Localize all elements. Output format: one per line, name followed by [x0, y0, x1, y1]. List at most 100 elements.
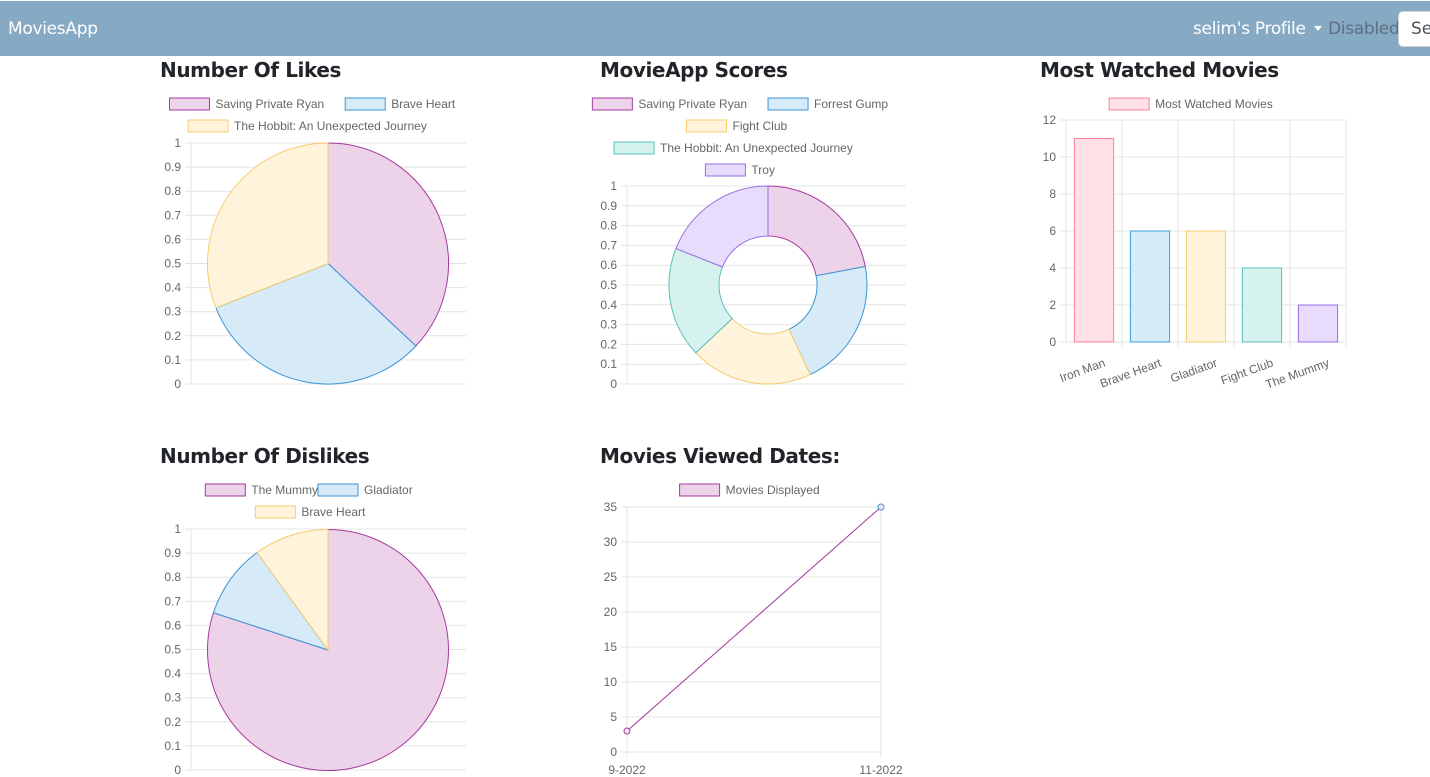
y-tick-label: 25 — [604, 570, 618, 584]
legend-item: Most Watched Movies — [1108, 97, 1273, 111]
y-tick-label: 0.4 — [164, 281, 181, 295]
legend-label: Movies Displayed — [726, 483, 820, 497]
legend-swatch — [169, 97, 210, 111]
legend-label: Troy — [751, 163, 775, 177]
y-tick-label: 0 — [174, 377, 181, 391]
slices — [668, 185, 868, 385]
legend-swatch — [679, 483, 721, 497]
slices — [207, 528, 449, 771]
y-tick-label: 6 — [1049, 224, 1056, 238]
legend-swatch — [187, 119, 229, 133]
legend-label: Forrest Gump — [814, 97, 888, 111]
y-tick-label: 5 — [610, 710, 617, 724]
y-tick-label: 0.1 — [164, 353, 181, 367]
slice — [212, 551, 330, 651]
y-tick-label: 0.2 — [164, 329, 181, 343]
x-tick-label: Gladiator — [1168, 356, 1219, 386]
legend-label: Brave Heart — [301, 505, 366, 519]
y-tick-label: 0.9 — [600, 199, 617, 213]
bars — [1073, 138, 1339, 343]
viewed-line-chart: Movies Displayed 0 5 10 15 20 25 30 35 9-2022 11-2… — [604, 483, 903, 777]
y-tick-label: 1 — [174, 522, 181, 536]
legend-swatch — [704, 163, 746, 177]
legend-swatch — [686, 119, 727, 133]
bar — [1129, 230, 1171, 343]
series-line — [626, 506, 882, 732]
disabled-link: Disabled — [1328, 19, 1400, 39]
x-tick-label: 11-2022 — [859, 763, 902, 777]
legend-item: Fight Club — [686, 119, 788, 133]
legend-label: Fight Club — [733, 119, 788, 133]
legend-label: Saving Private Ryan — [638, 97, 747, 111]
slice — [207, 142, 329, 309]
y-tick-label: 0 — [174, 763, 181, 777]
legend-label: Saving Private Ryan — [216, 97, 325, 111]
legend-item: Brave Heart — [254, 505, 366, 519]
y-tick-label: 20 — [604, 605, 618, 619]
y-tick-label: 10 — [1043, 150, 1057, 164]
y-tick-label: 0.3 — [164, 691, 181, 705]
y-tick-label: 0.7 — [164, 594, 181, 608]
y-tick-label: 1 — [610, 179, 617, 193]
chart-legend: Most Watched Movies — [1108, 97, 1273, 111]
y-tick-label: 0 — [610, 745, 617, 759]
dislikes-chart-title: Number Of Dislikes — [160, 444, 370, 468]
chart-legend: The Mummy Gladiator Brave Heart — [204, 483, 413, 519]
legend-item: Saving Private Ryan — [591, 97, 747, 111]
scores-chart-title: MovieApp Scores — [600, 58, 788, 82]
legend-label: Most Watched Movies — [1155, 97, 1273, 111]
watched-bar-chart: Most Watched Movies 0 2 4 6 8 10 12 Iron ManBrav… — [1043, 97, 1347, 392]
y-tick-label: 0.4 — [600, 298, 617, 312]
legend-item: The Hobbit: An Unexpected Journey — [187, 119, 427, 133]
slice — [256, 528, 329, 652]
legend-swatch — [613, 141, 655, 155]
x-gridlines — [626, 507, 882, 758]
legend-swatch — [767, 97, 809, 111]
viewed-chart-title: Movies Viewed Dates: — [600, 444, 840, 468]
legend-item: Brave Heart — [344, 97, 456, 111]
y-tick-label: 10 — [604, 675, 618, 689]
y-tick-label: 0.3 — [164, 305, 181, 319]
slice — [675, 185, 769, 268]
bar — [1241, 267, 1283, 343]
y-tick-label: 1 — [174, 136, 181, 150]
y-tick-label: 30 — [604, 535, 618, 549]
y-tick-label: 0.5 — [164, 257, 181, 271]
profile-dropdown[interactable]: selim's Profile — [1193, 19, 1322, 39]
legend-swatch — [1108, 97, 1150, 111]
y-tick-label: 0.5 — [600, 278, 617, 292]
navbar: MoviesApp selim's Profile Disabled — [0, 1, 1430, 56]
legend-swatch — [204, 483, 246, 497]
y-tick-label: 0.4 — [164, 667, 181, 681]
y-tick-label: 0.8 — [164, 570, 181, 584]
legend-label: Brave Heart — [391, 97, 456, 111]
y-tick-label: 0.2 — [600, 337, 617, 351]
legend-item: Gladiator — [317, 483, 413, 497]
y-tick-label: 0.5 — [164, 643, 181, 657]
brand-link[interactable]: MoviesApp — [8, 19, 98, 39]
x-tick-label: Brave Heart — [1098, 355, 1164, 390]
slice — [327, 142, 449, 347]
likes-chart-title: Number Of Likes — [160, 58, 342, 82]
y-tick-label: 0.9 — [164, 546, 181, 560]
legend-label: The Mummy — [251, 483, 318, 497]
y-tick-label: 2 — [1049, 298, 1056, 312]
chart-legend: Movies Displayed — [679, 483, 820, 497]
y-axis: 0 5 10 15 20 25 30 35 — [604, 500, 881, 759]
scores-doughnut-chart: Saving Private Ryan Forrest Gump Fight Clu… — [591, 97, 906, 391]
x-axis: 9-2022 11-2022 — [608, 763, 903, 777]
y-tick-label: 12 — [1043, 113, 1057, 127]
legend-swatch — [591, 97, 633, 111]
dislikes-pie-chart: The Mummy Gladiator Brave Heart 0 0.1 0.2 0.3 0… — [164, 483, 466, 777]
x-gridlines — [1121, 120, 1347, 348]
legend-label: Gladiator — [364, 483, 413, 497]
search-input[interactable] — [1398, 11, 1430, 47]
y-tick-label: 0.8 — [600, 219, 617, 233]
slice — [695, 317, 811, 385]
data-point — [623, 727, 631, 735]
slice — [767, 185, 866, 277]
chart-legend: Saving Private Ryan Forrest Gump Fight Clu… — [591, 97, 888, 177]
chart-legend: Saving Private Ryan Brave Heart The Hobbit… — [169, 97, 456, 133]
slice — [215, 262, 417, 385]
